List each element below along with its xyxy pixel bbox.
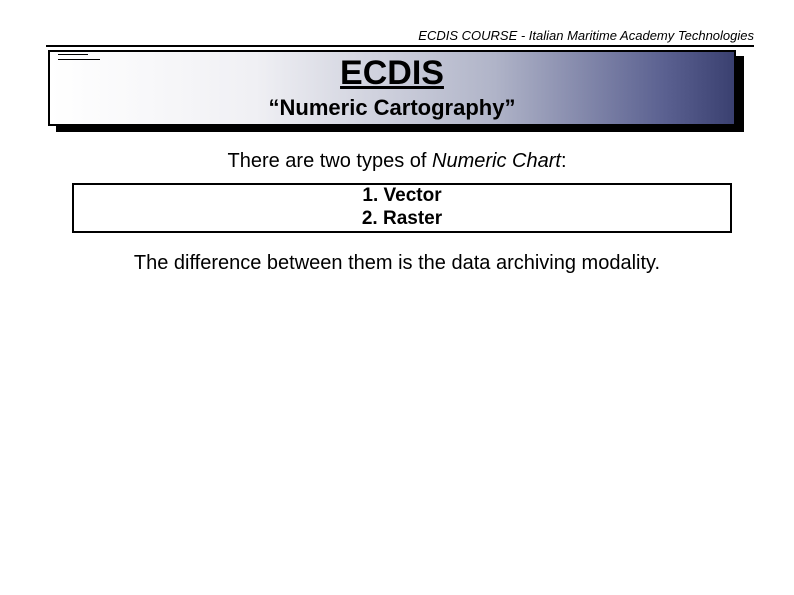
intro-prefix: There are two types of bbox=[227, 150, 432, 172]
course-header: ECDIS COURSE - Italian Maritime Academy … bbox=[418, 28, 754, 43]
list-item: 2. Raster bbox=[362, 208, 442, 231]
header-underline bbox=[46, 45, 754, 47]
types-list-box: 1. Vector 2. Raster bbox=[72, 183, 732, 233]
intro-italic: Numeric Chart bbox=[432, 150, 561, 172]
title-box: ECDIS “Numeric Cartography” bbox=[48, 50, 736, 126]
corner-decor bbox=[58, 54, 94, 62]
title-main: ECDIS bbox=[340, 55, 444, 92]
intro-text: There are two types of Numeric Chart: bbox=[0, 150, 794, 173]
intro-suffix: : bbox=[561, 150, 567, 172]
list-item: 1. Vector bbox=[362, 185, 441, 208]
title-subtitle: “Numeric Cartography” bbox=[269, 95, 516, 121]
footer-text: The difference between them is the data … bbox=[0, 252, 794, 275]
